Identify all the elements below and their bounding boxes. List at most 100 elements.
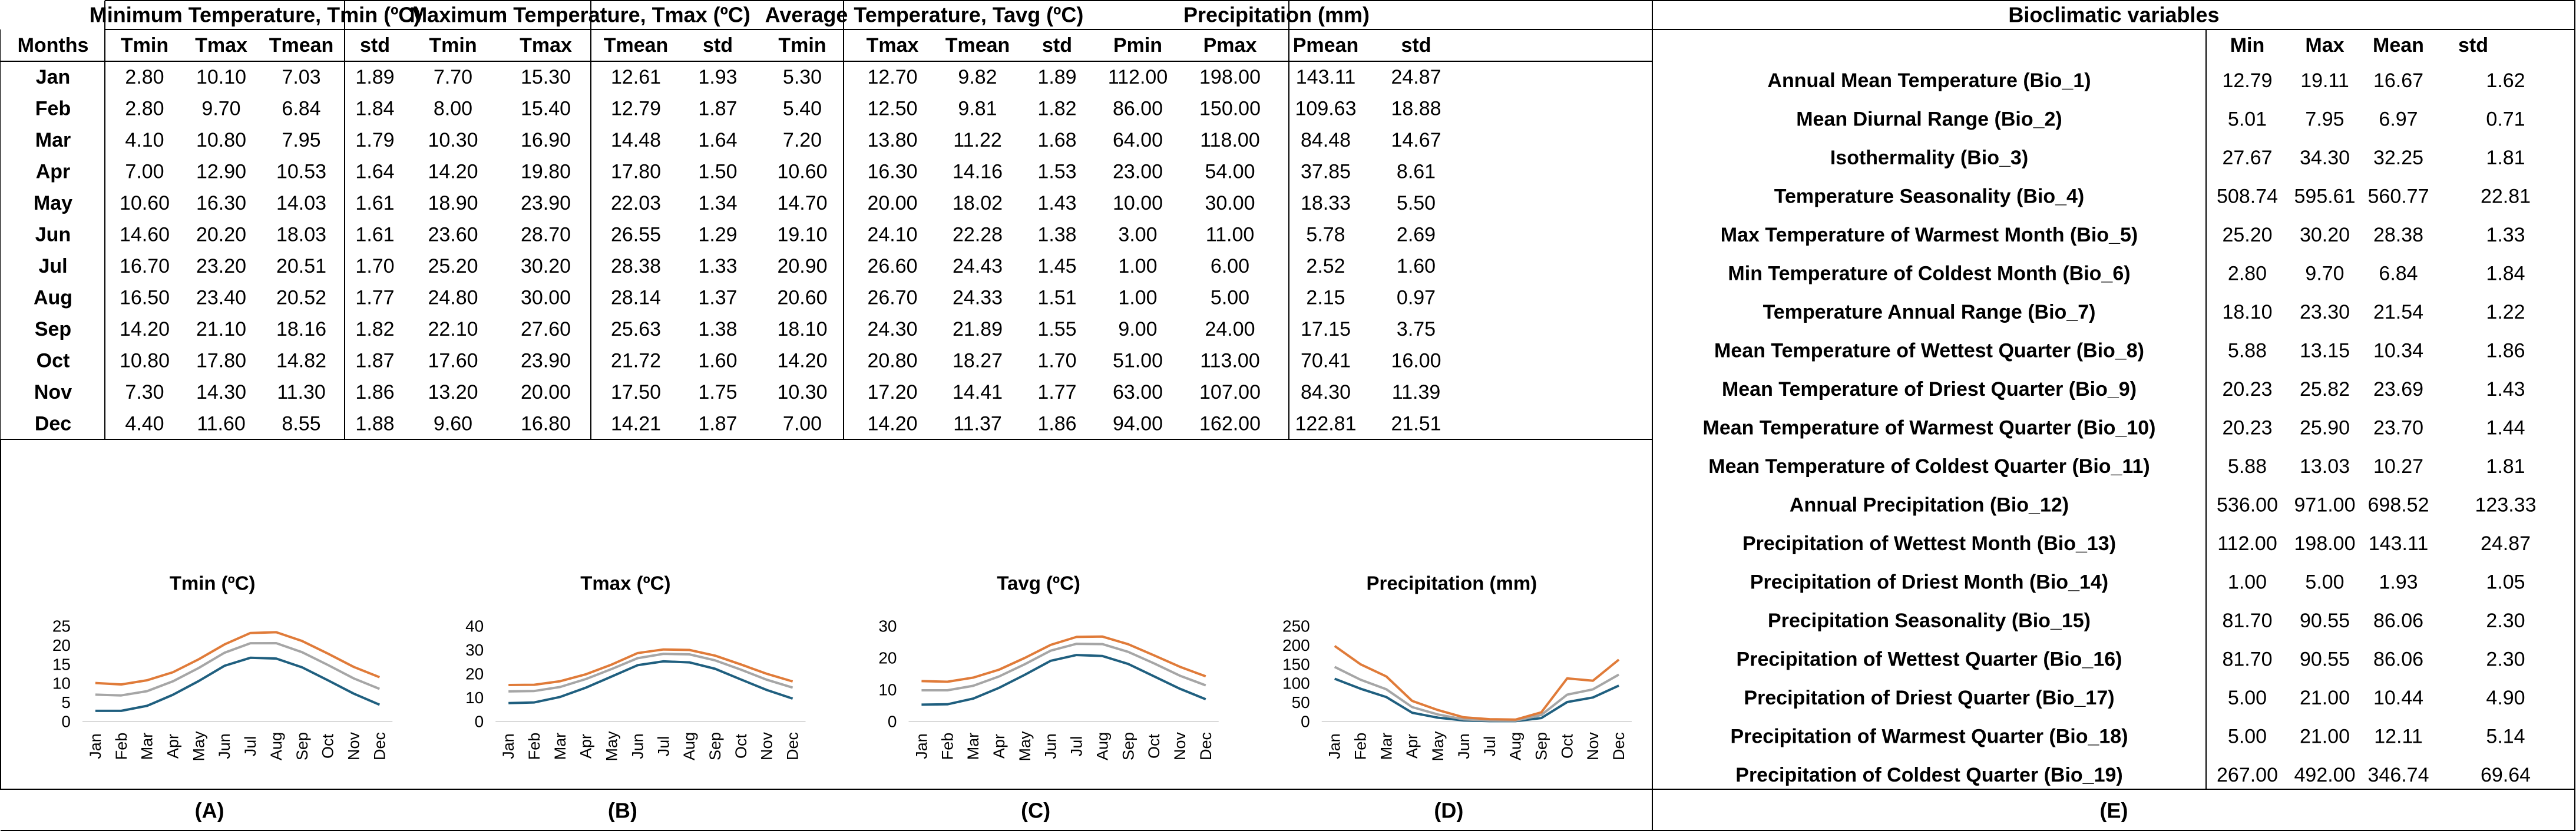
bio-cell: 13.03	[2300, 455, 2350, 478]
x-tick-label: Jul	[1068, 736, 1086, 757]
table-cell: 5.40	[783, 97, 822, 120]
bioclimatic-variables-table: Bioclimatic variables Min Max Mean std Annual…	[1652, 0, 2575, 831]
x-tick-label: May	[1016, 731, 1034, 762]
table-cell: 9.82	[958, 66, 997, 88]
table-cell: 24.87	[1391, 66, 1441, 88]
table-cell: 1.33	[698, 255, 737, 277]
table-cell: 107.00	[1199, 381, 1261, 403]
x-tick-label: May	[603, 731, 621, 762]
table-cell: 6.84	[282, 97, 320, 120]
table-cell: 2.69	[1397, 223, 1436, 246]
bio-cell: 1.43	[2486, 378, 2525, 401]
bio-cell: 19.11	[2300, 70, 2349, 92]
table-cell: 16.70	[120, 255, 170, 277]
table-cell: 23.90	[521, 192, 571, 214]
x-tick-label: Apr	[990, 734, 1008, 759]
table-cell: 24.43	[953, 255, 1003, 277]
row-month: Aug	[34, 286, 72, 309]
table-cell: 13.80	[867, 129, 917, 151]
x-tick-label: Feb	[1352, 733, 1370, 760]
series-line-pmax	[1334, 645, 1620, 721]
table-cell: 20.00	[521, 381, 571, 403]
table-cell: 26.60	[867, 255, 917, 277]
bio-cell: 32.25	[2373, 147, 2423, 169]
table-cell: 1.55	[1037, 318, 1076, 340]
bio-cell: 28.38	[2373, 224, 2423, 246]
bio-cell: 5.14	[2486, 725, 2525, 747]
bio-cell: 5.01	[2228, 108, 2267, 130]
table-cell: 18.90	[428, 192, 478, 214]
bio-variable-name: Annual Precipitation (Bio_12)	[1790, 494, 2069, 516]
column-header: std	[1401, 34, 1431, 57]
table-cell: 122.81	[1295, 412, 1357, 435]
bio-cell: 492.00	[2294, 764, 2356, 786]
bio-cell: 1.22	[2486, 301, 2525, 323]
x-tick-label: Oct	[1145, 734, 1163, 759]
table-cell: 28.70	[521, 223, 571, 246]
table-cell: 20.60	[777, 286, 827, 309]
table-cell: 11.00	[1206, 223, 1255, 246]
bio-cell: 2.80	[2228, 262, 2267, 284]
group-header: Minimum Temperature, Tmin (ºC)	[90, 3, 421, 27]
table-cell: 1.64	[355, 160, 394, 183]
bio-cell: 1.81	[2486, 455, 2525, 478]
table-cell: 1.61	[355, 192, 394, 214]
bio-cell: 2.30	[2486, 610, 2525, 632]
table-cell: 14.20	[867, 412, 917, 435]
bio-cell: 508.74	[2217, 185, 2278, 207]
table-cell: 162.00	[1199, 412, 1261, 435]
table-cell: 23.60	[428, 223, 478, 246]
bio-cell: 971.00	[2294, 494, 2356, 516]
y-tick-label: 20	[465, 665, 484, 683]
table-cell: 10.60	[777, 160, 827, 183]
bio-cell: 1.44	[2486, 416, 2525, 439]
table-cell: 14.67	[1391, 129, 1441, 151]
table-cell: 10.00	[1113, 192, 1163, 214]
table-cell: 1.89	[1037, 66, 1076, 88]
table-cell: 13.20	[428, 381, 478, 403]
table-cell: 18.33	[1301, 192, 1351, 214]
table-cell: 1.70	[1037, 349, 1076, 372]
table-cell: 12.90	[196, 160, 246, 183]
bio-cell: 6.97	[2379, 108, 2418, 130]
y-tick-label: 200	[1282, 636, 1310, 654]
bio-cell: 6.84	[2379, 262, 2418, 284]
table-cell: 20.90	[777, 255, 827, 277]
table-cell: 18.16	[276, 318, 326, 340]
x-tick-label: Sep	[1119, 732, 1137, 760]
table-cell: 14.20	[120, 318, 170, 340]
table-cell: 7.95	[282, 129, 320, 151]
column-header: Tmean	[269, 34, 334, 57]
table-cell: 14.60	[120, 223, 170, 246]
table-cell: 25.63	[611, 318, 661, 340]
table-cell: 5.00	[1211, 286, 1249, 309]
bio-label: (E)	[2100, 799, 2128, 823]
bio-cell: 1.00	[2228, 571, 2267, 593]
bio-cell: 24.87	[2481, 532, 2531, 555]
table-cell: 1.84	[355, 97, 394, 120]
table-cell: 14.03	[276, 192, 326, 214]
bio-cell: 698.52	[2368, 494, 2429, 516]
bio-cell: 5.00	[2228, 687, 2267, 709]
table-cell: 64.00	[1113, 129, 1163, 151]
table-cell: 28.38	[611, 255, 661, 277]
table-cell: 19.10	[777, 223, 827, 246]
column-header: std	[360, 34, 390, 57]
table-cell: 1.50	[698, 160, 737, 183]
table-cell: 20.00	[867, 192, 917, 214]
table-cell: 14.41	[953, 381, 1003, 403]
chart-title: Precipitation (mm)	[1367, 572, 1537, 594]
table-cell: 16.50	[120, 286, 170, 309]
table-cell: 11.39	[1392, 381, 1441, 403]
x-tick-label: Aug	[1093, 732, 1111, 760]
bio-cell: 346.74	[2368, 764, 2429, 786]
table-cell: 12.70	[867, 66, 917, 88]
bio-cell: 23.30	[2300, 301, 2350, 323]
x-tick-label: Mar	[964, 733, 982, 760]
chart-label: (C)	[1021, 799, 1050, 823]
table-cell: 1.38	[1037, 223, 1076, 246]
column-header: Tmax	[195, 34, 247, 57]
x-tick-label: May	[1429, 731, 1447, 762]
bio-cell: 7.95	[2305, 108, 2344, 130]
